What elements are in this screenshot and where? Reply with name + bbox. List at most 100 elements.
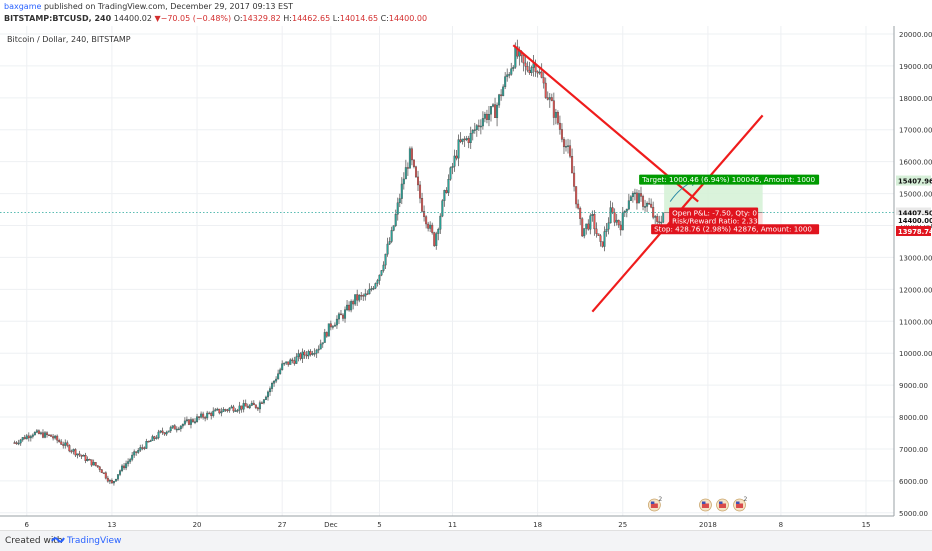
candle[interactable] [321, 342, 324, 345]
candle[interactable] [382, 264, 385, 271]
candle[interactable] [419, 184, 422, 199]
candle[interactable] [629, 196, 632, 201]
candle[interactable] [514, 46, 517, 68]
candle[interactable] [212, 410, 215, 416]
candle[interactable] [631, 193, 634, 197]
candle[interactable] [46, 432, 49, 436]
candle[interactable] [112, 481, 115, 484]
candle[interactable] [37, 430, 40, 434]
candle[interactable] [129, 459, 132, 462]
candle[interactable] [86, 459, 89, 461]
candle[interactable] [155, 437, 158, 440]
candle[interactable] [273, 380, 276, 384]
candle[interactable] [348, 304, 351, 311]
candle[interactable] [41, 432, 44, 438]
candle[interactable] [143, 447, 146, 449]
candle[interactable] [271, 383, 274, 389]
candle[interactable] [110, 480, 113, 484]
candle[interactable] [23, 437, 26, 440]
candle[interactable] [605, 228, 608, 232]
candle[interactable] [550, 97, 553, 101]
candle[interactable] [35, 430, 38, 433]
candle[interactable] [74, 449, 77, 456]
candle[interactable] [21, 437, 24, 441]
candle[interactable] [214, 409, 217, 412]
candle[interactable] [589, 215, 592, 230]
candle[interactable] [502, 86, 505, 97]
candle[interactable] [285, 361, 288, 364]
candle[interactable] [650, 203, 653, 208]
candle[interactable] [378, 274, 381, 281]
candle[interactable] [100, 469, 103, 473]
candle[interactable] [417, 176, 420, 186]
candle[interactable] [544, 82, 547, 98]
candle[interactable] [266, 391, 269, 398]
candle[interactable] [467, 138, 470, 144]
candle[interactable] [421, 198, 424, 212]
candle[interactable] [637, 193, 640, 204]
candle[interactable] [54, 435, 57, 439]
candle[interactable] [127, 461, 130, 464]
candle[interactable] [165, 432, 168, 435]
candle[interactable] [337, 313, 340, 320]
candle[interactable] [625, 208, 628, 212]
candle[interactable] [591, 214, 594, 216]
candle[interactable] [380, 270, 383, 276]
candle[interactable] [485, 113, 488, 120]
candle[interactable] [149, 440, 152, 443]
candle[interactable] [498, 94, 501, 106]
tradingview-link[interactable]: TradingView [67, 536, 122, 546]
candle[interactable] [70, 450, 73, 453]
candle[interactable] [80, 454, 83, 457]
candle[interactable] [56, 435, 59, 441]
candle[interactable] [161, 430, 164, 433]
candle[interactable] [331, 326, 334, 328]
candle[interactable] [496, 104, 499, 118]
candle[interactable] [50, 434, 53, 437]
candle[interactable] [437, 229, 440, 234]
candle[interactable] [579, 207, 582, 219]
candle[interactable] [356, 294, 359, 301]
candle[interactable] [406, 167, 409, 169]
candle[interactable] [388, 241, 391, 245]
candle[interactable] [327, 323, 330, 337]
candle[interactable] [435, 233, 438, 246]
candle[interactable] [145, 441, 148, 449]
candle[interactable] [123, 465, 126, 469]
candle[interactable] [311, 353, 314, 355]
candle[interactable] [617, 219, 620, 226]
candle[interactable] [323, 332, 326, 343]
candle[interactable] [654, 216, 657, 218]
candle[interactable] [295, 356, 298, 364]
candle[interactable] [185, 419, 188, 422]
candle[interactable] [623, 211, 626, 213]
candle[interactable] [313, 352, 316, 355]
candle[interactable] [177, 428, 180, 431]
candle[interactable] [633, 192, 636, 195]
candle[interactable] [350, 301, 353, 311]
candle[interactable] [315, 349, 318, 354]
candle[interactable] [260, 402, 263, 404]
candle[interactable] [210, 412, 213, 416]
candle[interactable] [465, 138, 468, 140]
candle[interactable] [646, 202, 649, 207]
candle[interactable] [360, 295, 363, 297]
candle[interactable] [230, 406, 233, 409]
candle[interactable] [224, 409, 227, 411]
candle[interactable] [62, 444, 65, 446]
candle[interactable] [429, 224, 432, 229]
candle[interactable] [548, 97, 551, 100]
candle[interactable] [131, 454, 134, 460]
candle[interactable] [309, 351, 312, 355]
candle[interactable] [92, 462, 95, 466]
candle[interactable] [236, 409, 239, 412]
price-axis[interactable]: 5000.00 6000.00 7000.00 8000.00 9000.00 10000… [896, 31, 932, 518]
candle[interactable] [137, 450, 140, 453]
candle[interactable] [173, 425, 176, 430]
candle[interactable] [404, 167, 407, 180]
candle[interactable] [33, 432, 36, 436]
candle[interactable] [179, 425, 182, 430]
candle[interactable] [595, 228, 598, 234]
candle[interactable] [305, 354, 308, 357]
candle[interactable] [621, 212, 624, 231]
